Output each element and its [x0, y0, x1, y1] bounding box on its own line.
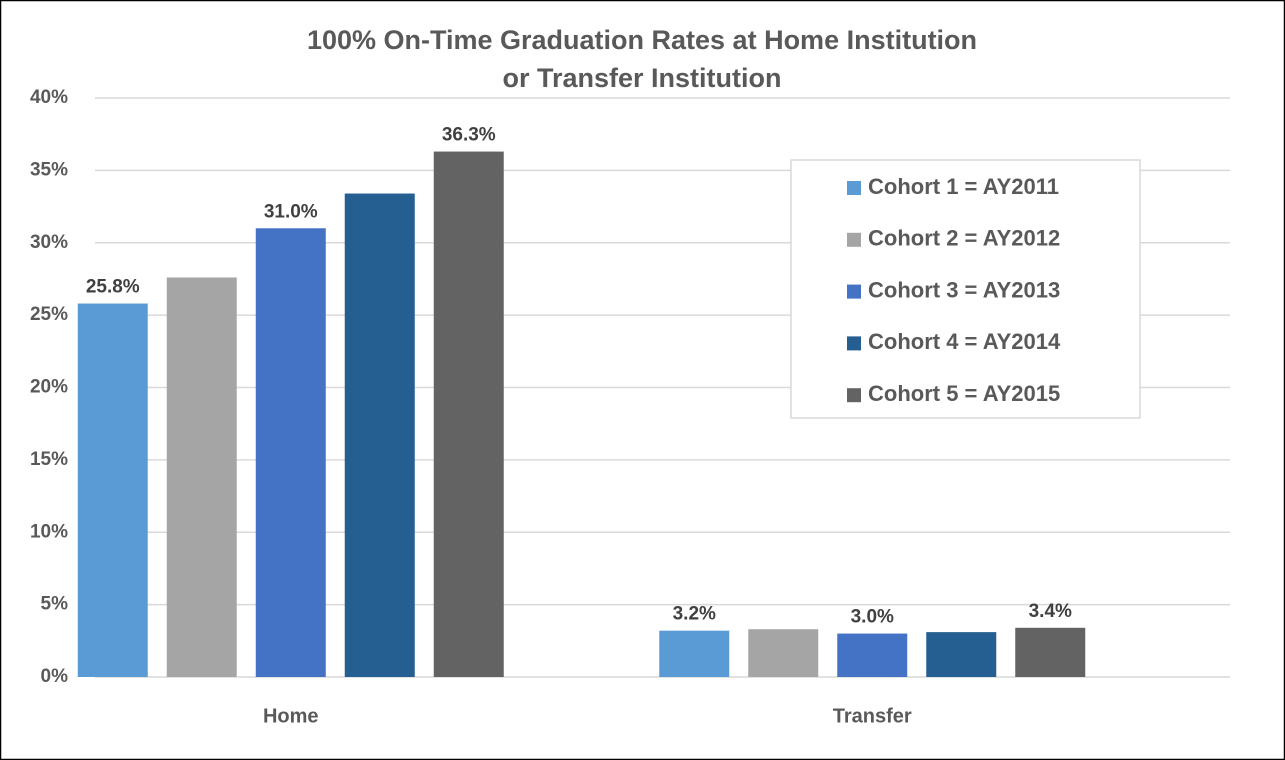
legend-label: Cohort 3 = AY2013 [868, 277, 1060, 302]
legend-label: Cohort 1 = AY2011 [868, 174, 1059, 199]
legend-swatch [847, 336, 861, 351]
y-tick-label: 40% [30, 87, 68, 108]
bar [748, 629, 819, 677]
data-label: 3.0% [851, 607, 894, 628]
y-tick-label: 20% [30, 377, 68, 398]
bar [166, 277, 237, 677]
data-label: 3.4% [1029, 601, 1072, 622]
y-tick-label: 30% [30, 232, 68, 253]
bar [344, 193, 415, 677]
legend-label: Cohort 4 = AY2014 [868, 329, 1061, 354]
y-tick-label: 35% [30, 159, 68, 180]
y-tick-label: 0% [41, 666, 69, 687]
x-tick-label: Transfer [833, 705, 912, 727]
data-label: 25.8% [86, 277, 140, 298]
x-tick-label: Home [263, 705, 319, 727]
y-tick-label: 25% [30, 304, 68, 325]
data-label: 31.0% [264, 201, 318, 222]
legend-swatch [847, 181, 861, 195]
bar [1015, 627, 1086, 677]
legend-swatch [847, 284, 861, 299]
bar [926, 632, 997, 677]
legend-swatch [847, 388, 861, 403]
legend-swatch [847, 232, 861, 247]
chart-title: 100% On-Time Graduation Rates at Home In… [307, 25, 977, 55]
bar [255, 228, 326, 677]
bar [433, 151, 504, 677]
chart-title: or Transfer Institution [502, 63, 781, 93]
bar [77, 303, 148, 677]
y-tick-label: 15% [30, 449, 68, 470]
data-label: 3.2% [673, 604, 716, 625]
bar [659, 630, 730, 677]
legend-label: Cohort 2 = AY2012 [868, 226, 1060, 251]
legend-label: Cohort 5 = AY2015 [868, 381, 1060, 406]
bar [837, 633, 908, 677]
y-tick-label: 5% [41, 594, 69, 615]
data-label: 36.3% [442, 125, 496, 146]
y-tick-label: 10% [30, 521, 68, 542]
